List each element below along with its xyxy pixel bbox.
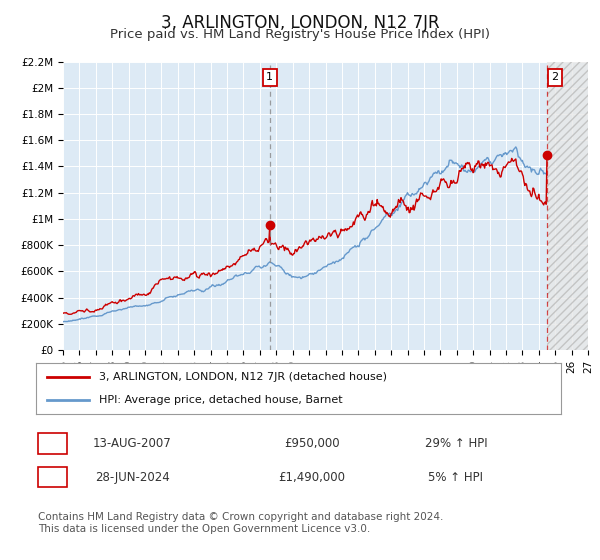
Text: 5% ↑ HPI: 5% ↑ HPI	[428, 470, 484, 484]
Text: Price paid vs. HM Land Registry's House Price Index (HPI): Price paid vs. HM Land Registry's House …	[110, 28, 490, 41]
Text: HPI: Average price, detached house, Barnet: HPI: Average price, detached house, Barn…	[99, 395, 343, 405]
Bar	[547, 62, 588, 350]
Text: £950,000: £950,000	[284, 437, 340, 450]
Text: £1,490,000: £1,490,000	[278, 470, 346, 484]
Text: Contains HM Land Registry data © Crown copyright and database right 2024.
This d: Contains HM Land Registry data © Crown c…	[38, 512, 443, 534]
Text: 1: 1	[48, 437, 56, 450]
Text: 2: 2	[551, 72, 559, 82]
Text: 2: 2	[48, 470, 56, 484]
Text: 1: 1	[266, 72, 273, 82]
Text: 3, ARLINGTON, LONDON, N12 7JR: 3, ARLINGTON, LONDON, N12 7JR	[161, 14, 439, 32]
Text: 29% ↑ HPI: 29% ↑ HPI	[425, 437, 487, 450]
Text: 13-AUG-2007: 13-AUG-2007	[92, 437, 172, 450]
Text: 3, ARLINGTON, LONDON, N12 7JR (detached house): 3, ARLINGTON, LONDON, N12 7JR (detached …	[99, 372, 387, 382]
Text: 28-JUN-2024: 28-JUN-2024	[95, 470, 169, 484]
